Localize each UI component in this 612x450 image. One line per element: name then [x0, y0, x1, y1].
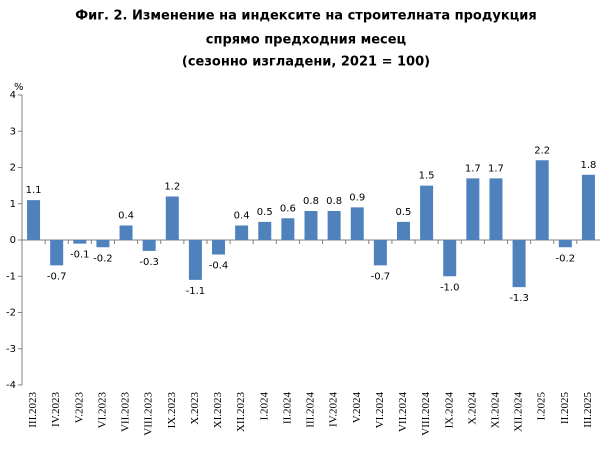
x-tick-label: I.2025 [536, 392, 548, 421]
x-tick-label: VII.2024 [397, 392, 409, 433]
x-tick-label: III.2024 [305, 392, 317, 428]
data-label: 0.8 [326, 196, 342, 207]
bar [558, 240, 572, 248]
data-label: 1.7 [488, 163, 504, 174]
y-tick-label: 2 [10, 163, 16, 174]
x-tick-label: II.2025 [559, 392, 571, 425]
x-tick-label: VI.2024 [374, 392, 386, 429]
x-tick-label: IV.2024 [328, 392, 340, 427]
bar [350, 207, 364, 240]
bar [212, 240, 226, 255]
bar [327, 211, 341, 240]
data-label: -0.2 [556, 253, 576, 264]
x-tick-label: VIII.2023 [143, 392, 155, 436]
x-tick-label: IX.2023 [166, 392, 178, 429]
x-tick-label: XI.2023 [212, 392, 224, 429]
bar [188, 240, 202, 280]
bar [235, 225, 249, 240]
bar [258, 221, 272, 240]
data-label: 0.8 [303, 196, 319, 207]
data-label: -1.0 [440, 282, 460, 293]
bar [142, 240, 156, 251]
data-label: 1.2 [164, 182, 180, 193]
bar [396, 221, 410, 240]
data-label: 0.5 [396, 207, 412, 218]
data-label: 0.9 [349, 192, 365, 203]
data-label: -1.1 [186, 286, 206, 297]
bar [373, 240, 387, 266]
x-tick-label: VIII.2024 [420, 392, 432, 436]
chart-title: Фиг. 2. Изменение на индексите на строит… [75, 9, 537, 24]
bar [50, 240, 64, 266]
bar [512, 240, 526, 288]
bar [96, 240, 110, 248]
x-tick-label: I.2024 [258, 392, 270, 421]
y-tick-label: -2 [6, 308, 16, 319]
x-tick-label: V.2024 [351, 392, 363, 424]
chart-title: (сезонно изгладени, 2021 = 100) [182, 55, 430, 70]
chart-title: спрямо предходния месец [206, 33, 407, 48]
data-label: -0.4 [209, 261, 229, 272]
data-label: 0.4 [234, 211, 250, 222]
bar [119, 225, 133, 240]
y-tick-label: -1 [6, 271, 16, 282]
y-axis-label: % [14, 82, 24, 93]
bar [304, 211, 318, 240]
bar [420, 185, 434, 240]
y-tick-label: 0 [10, 235, 16, 246]
data-label: 0.6 [280, 203, 296, 214]
data-label: 1.5 [419, 171, 435, 182]
data-label: -0.1 [70, 250, 90, 261]
data-label: 2.2 [534, 145, 550, 156]
data-label: -0.7 [47, 271, 67, 282]
x-tick-label: XII.2023 [235, 392, 247, 433]
data-label: 0.4 [118, 211, 134, 222]
x-tick-label: VI.2023 [96, 392, 108, 429]
y-tick-label: -4 [6, 380, 16, 391]
y-tick-label: -3 [6, 344, 16, 355]
y-tick-label: 4 [10, 90, 16, 101]
x-tick-label: VII.2023 [120, 392, 132, 433]
bar [443, 240, 457, 277]
bar [27, 200, 41, 240]
data-label: 1.1 [26, 185, 42, 196]
x-tick-label: X.2024 [466, 392, 478, 425]
x-tick-label: III.2023 [27, 392, 39, 428]
x-tick-label: V.2023 [73, 392, 85, 424]
bar [466, 178, 480, 240]
data-label: 1.7 [465, 163, 481, 174]
bar [281, 218, 295, 240]
x-tick-label: II.2024 [281, 392, 293, 425]
data-label: -0.3 [139, 257, 159, 268]
bar [165, 196, 179, 240]
x-tick-label: XII.2024 [513, 392, 525, 433]
data-label: 0.5 [257, 207, 273, 218]
bar [581, 174, 595, 240]
x-tick-label: IX.2024 [443, 392, 455, 429]
data-label: -0.2 [93, 253, 113, 264]
bar [73, 240, 87, 244]
x-tick-label: III.2025 [582, 392, 594, 428]
bar [535, 160, 549, 240]
x-tick-label: IV.2023 [50, 392, 62, 427]
y-tick-label: 1 [10, 199, 16, 210]
y-tick-label: 3 [10, 126, 16, 137]
x-tick-label: XI.2024 [489, 392, 501, 429]
data-label: -0.7 [371, 271, 391, 282]
data-label: -1.3 [509, 293, 529, 304]
data-label: 1.8 [580, 160, 596, 171]
bar [489, 178, 503, 240]
x-tick-label: X.2023 [189, 392, 201, 425]
